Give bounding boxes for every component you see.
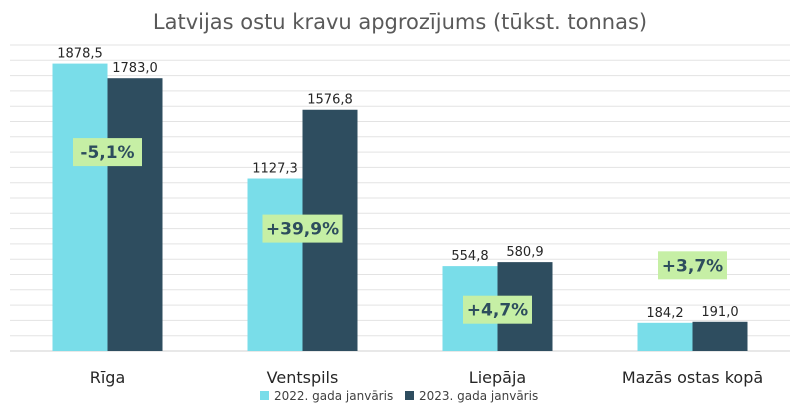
change-badge-text: +3,7% [662, 256, 723, 276]
chart-title: Latvijas ostu kravu apgrozījums (tūkst. … [153, 10, 647, 34]
value-label: 191,0 [701, 305, 738, 320]
legend: 2022. gada janvāris 2023. gada janvāris [260, 389, 538, 403]
value-labels: 1878,5 1783,0 1127,3 1576,8 554,8 580,9 184,2 1… [57, 47, 738, 321]
change-badge: -5,1% [73, 138, 142, 167]
legend-label: 2023. gada janvāris [419, 389, 538, 403]
change-badge-bg [463, 295, 532, 324]
value-label: 1878,5 [57, 47, 103, 62]
bar-2022-3 [637, 322, 693, 351]
change-badge: +39,9% [262, 214, 343, 243]
legend-label: 2022. gada janvāris [274, 389, 393, 403]
category-label: Ventspils [267, 368, 339, 387]
value-label: 1127,3 [252, 162, 298, 177]
value-label: 1576,8 [307, 93, 353, 108]
category-label: Rīga [90, 368, 126, 387]
value-label: 1783,0 [112, 61, 158, 76]
value-label: 554,8 [451, 249, 488, 264]
change-badge-text: +4,7% [467, 301, 528, 321]
legend-swatch [405, 391, 414, 400]
change-badge-bg [73, 138, 142, 167]
bars [52, 63, 748, 352]
bar-2022-1 [247, 178, 303, 351]
change-badge: +4,7% [463, 295, 532, 324]
change-badge-bg [262, 214, 343, 243]
value-label: 580,9 [506, 245, 543, 260]
value-label: 184,2 [646, 306, 683, 321]
category-labels: Rīga Ventspils Liepāja Mazās ostas kopā [90, 368, 763, 387]
bar-2022-0 [52, 63, 108, 351]
change-badge-text: -5,1% [80, 143, 134, 163]
bar-2023-0 [107, 78, 163, 352]
category-label: Liepāja [469, 368, 526, 387]
category-label: Mazās ostas kopā [622, 368, 763, 387]
change-badge-text: +39,9% [266, 220, 339, 240]
change-badge: +3,7% [658, 251, 727, 280]
change-badge-bg [658, 251, 727, 280]
bar-2023-3 [692, 321, 748, 351]
change-badges: -5,1% +39,9% +4,7% +3,7% [73, 138, 727, 324]
legend-swatch [260, 391, 269, 400]
